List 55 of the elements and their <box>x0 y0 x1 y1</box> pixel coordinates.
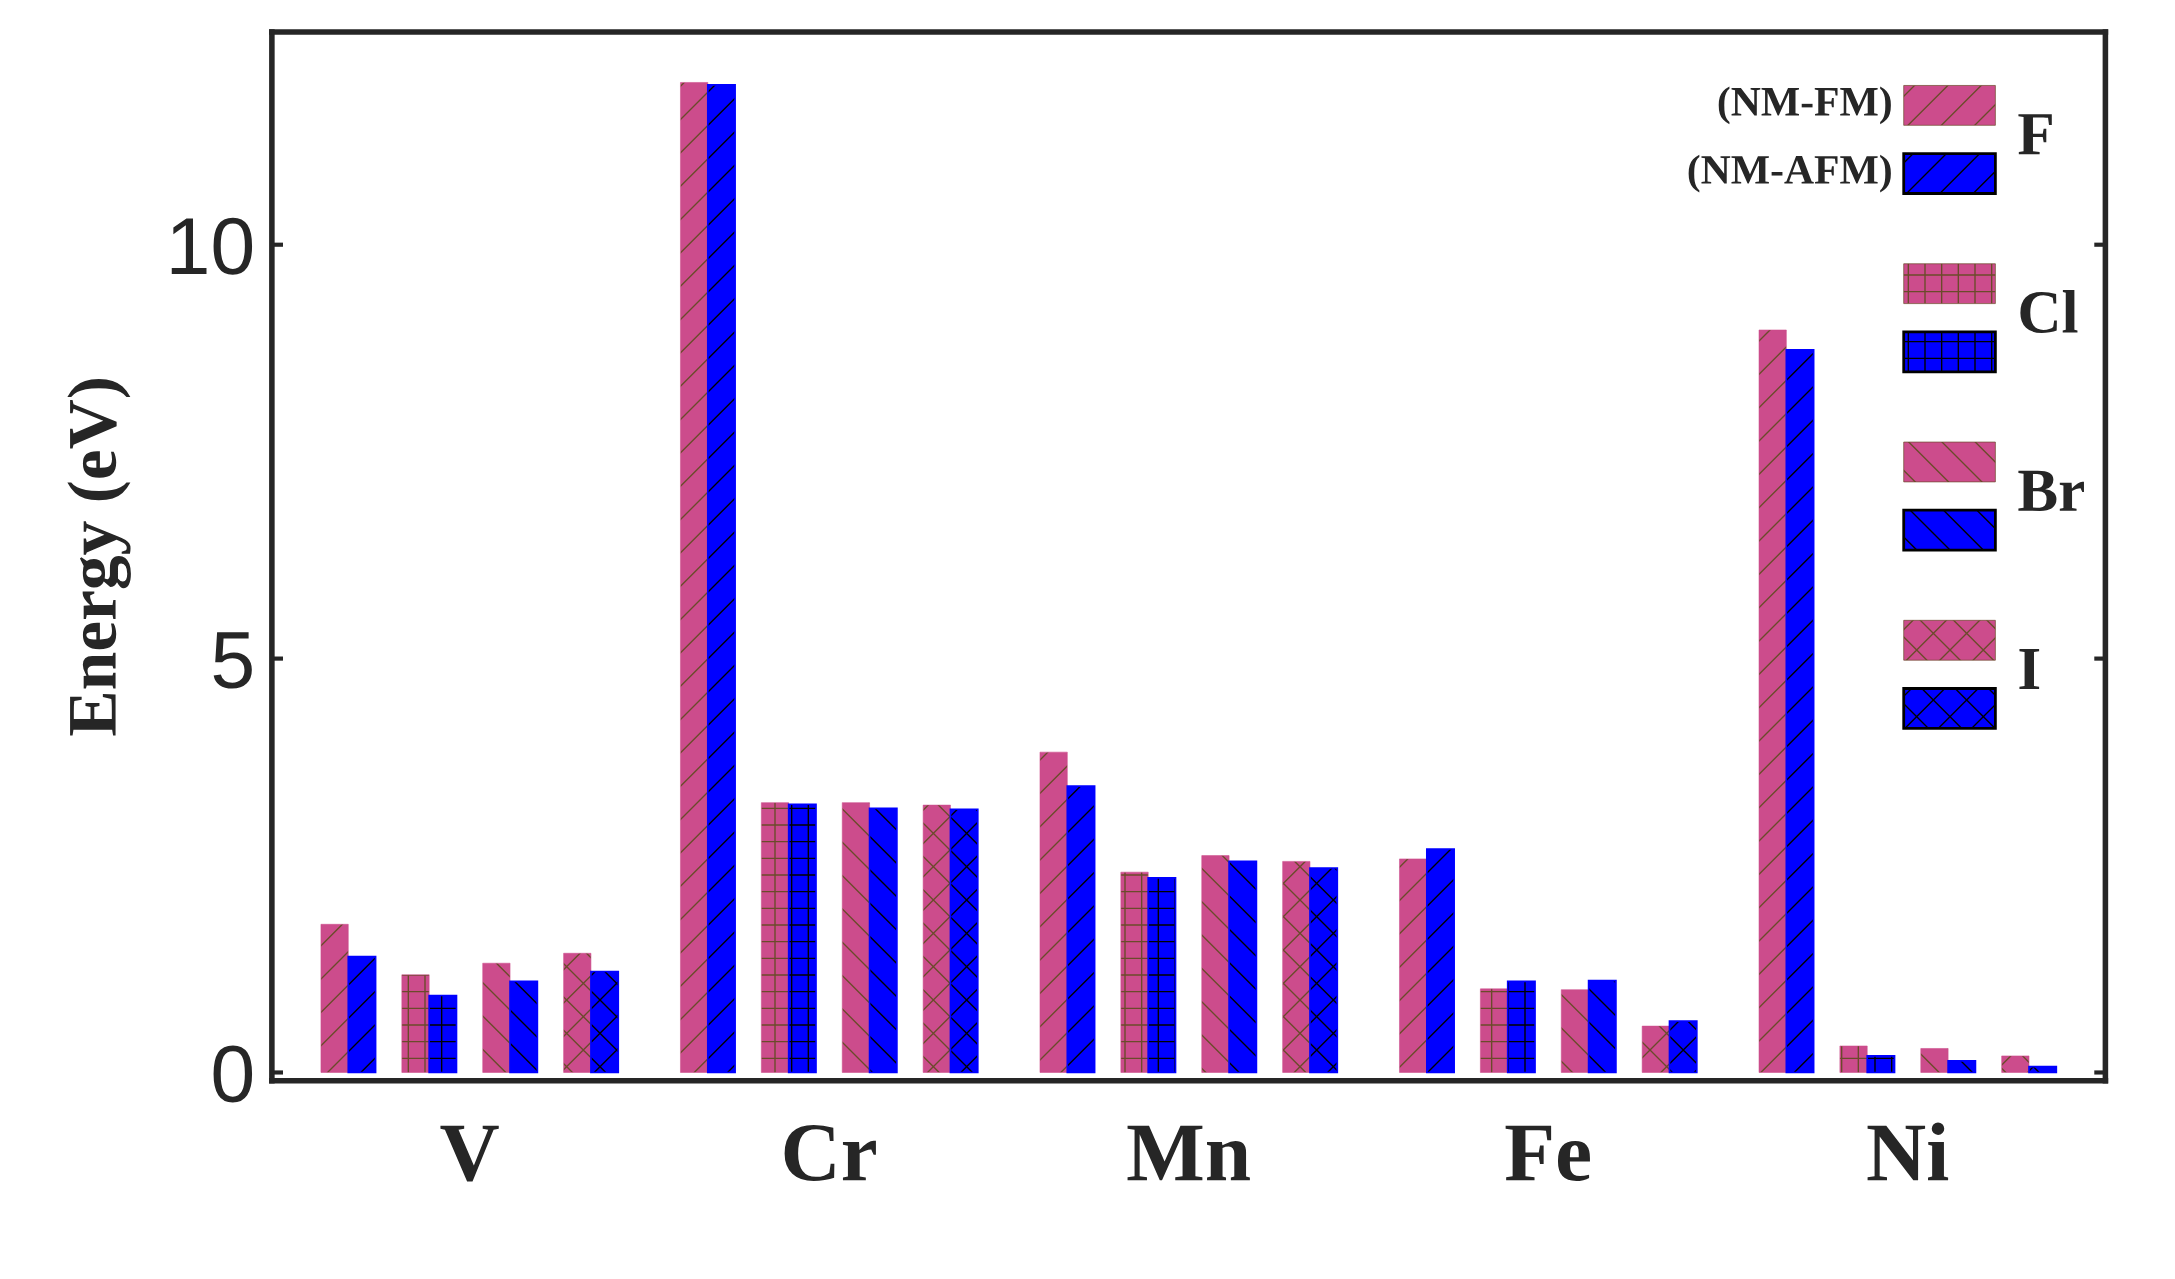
bar <box>2028 1065 2058 1074</box>
bar <box>1758 329 1787 1073</box>
bar <box>347 955 377 1074</box>
bar <box>868 807 898 1074</box>
bar <box>841 802 870 1073</box>
x-tick-label: Fe <box>1505 1125 1590 1182</box>
bar <box>1866 1055 1896 1074</box>
bar <box>1785 349 1815 1074</box>
bar <box>2001 1055 2030 1073</box>
annotation: (NM-AFM) <box>1688 154 1891 193</box>
bar <box>563 953 592 1073</box>
bar <box>1282 861 1311 1073</box>
bar <box>761 802 789 1073</box>
bar <box>590 970 620 1074</box>
bar <box>1480 988 1508 1073</box>
bar <box>509 980 539 1074</box>
bar <box>1147 877 1177 1074</box>
bar <box>706 84 736 1074</box>
bar <box>680 82 709 1073</box>
bar <box>320 924 349 1073</box>
y-tick-label: 0 <box>213 1045 253 1103</box>
bar <box>1560 989 1589 1073</box>
bar <box>428 994 458 1074</box>
bar <box>1399 858 1428 1073</box>
bar <box>1066 785 1096 1074</box>
legend-label: I <box>2019 649 2040 690</box>
bar <box>922 804 951 1073</box>
bar <box>1120 871 1149 1073</box>
bar <box>1587 979 1617 1074</box>
legend-label: Cl <box>2020 290 2078 334</box>
bar <box>1201 855 1230 1073</box>
x-tick-label: Mn <box>1127 1125 1250 1181</box>
bar <box>1668 1020 1698 1074</box>
legend-label: F <box>2018 114 2052 155</box>
legend-label: Br <box>2018 470 2084 511</box>
bar <box>1641 1025 1670 1073</box>
bar <box>1425 848 1455 1074</box>
bar <box>1920 1048 1949 1073</box>
bar <box>787 803 817 1074</box>
bar <box>1506 980 1536 1074</box>
x-tick-label: Cr <box>784 1125 876 1182</box>
bar <box>1228 860 1258 1074</box>
bar <box>1309 867 1339 1074</box>
bar <box>1839 1045 1868 1073</box>
annotation: (NM-FM) <box>1718 86 1891 125</box>
x-tick-label: Ni <box>1867 1122 1949 1181</box>
bar <box>949 808 979 1074</box>
y-tick-label: 5 <box>213 632 252 689</box>
bar <box>1039 751 1068 1073</box>
y-axis-title: Energy (eV) <box>67 379 131 736</box>
bar <box>401 974 430 1073</box>
bar <box>482 962 511 1073</box>
x-tick-label: V <box>440 1125 499 1182</box>
bar <box>1947 1060 1977 1074</box>
y-tick-label: 10 <box>171 217 253 275</box>
